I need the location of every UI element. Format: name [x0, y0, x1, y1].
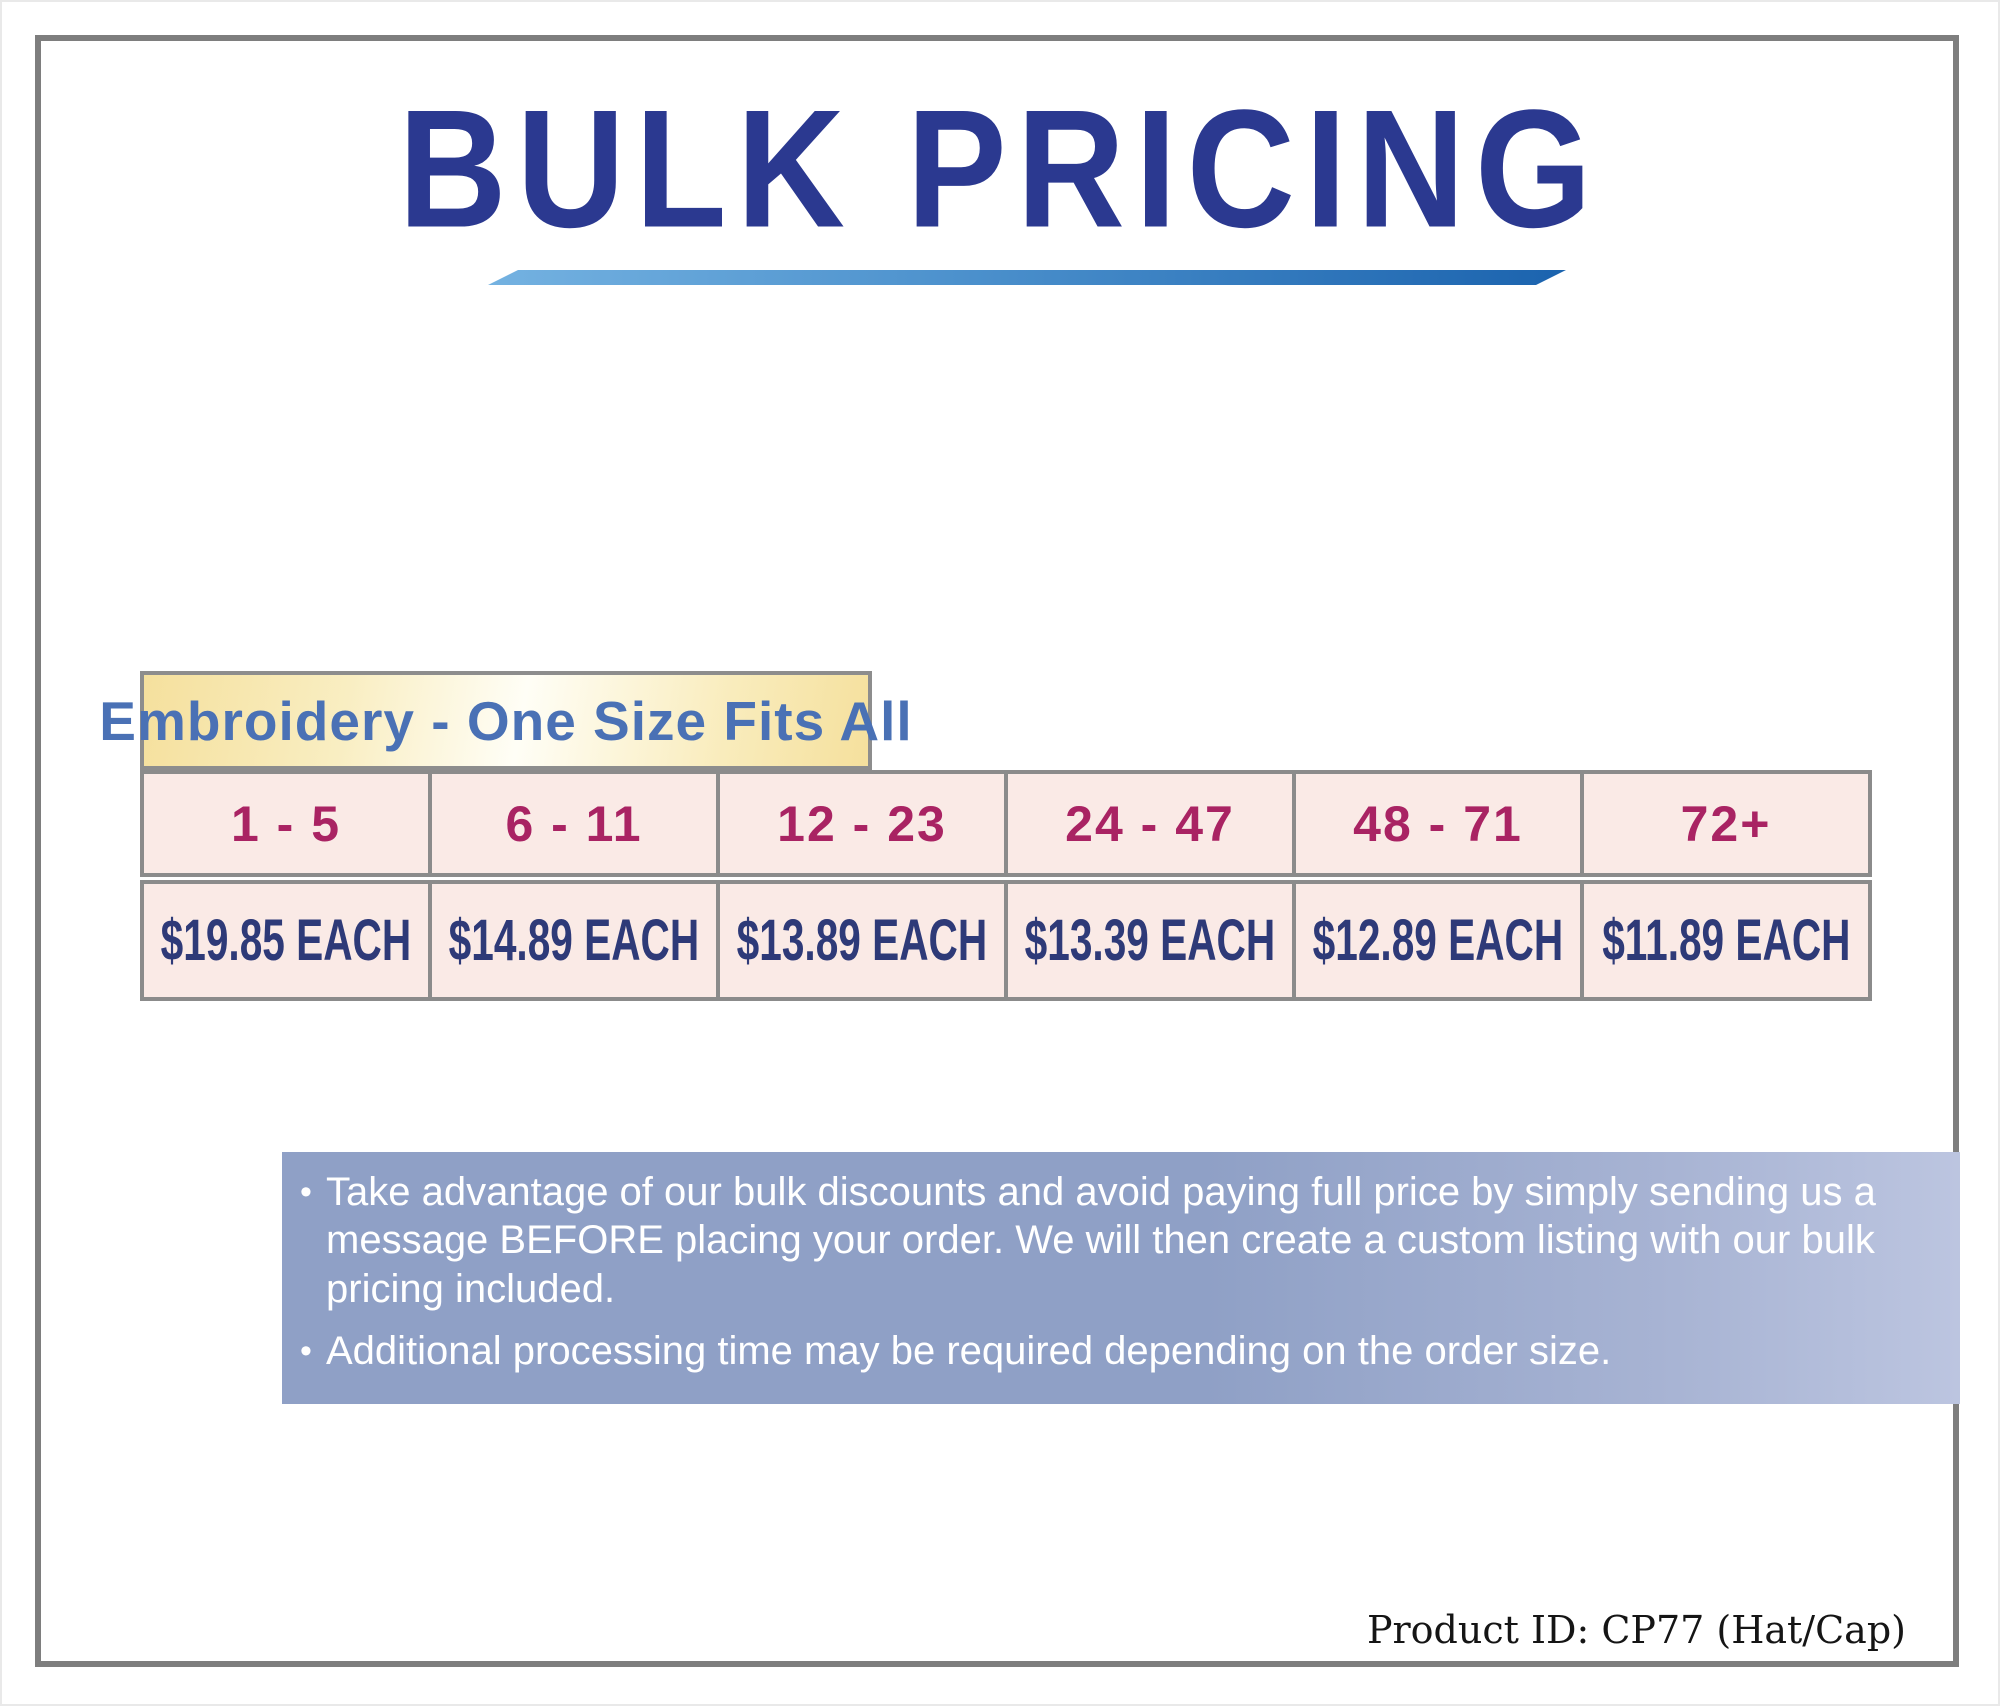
unit-price: $11.89 EACH — [1601, 908, 1851, 973]
note-text: Additional processing time may be requir… — [326, 1329, 1612, 1374]
note-item: • Additional processing time may be requ… — [300, 1327, 1938, 1375]
unit-price: $14.89 EACH — [448, 908, 700, 973]
bulk-discount-notes: • Take advantage of our bulk discounts a… — [282, 1152, 1960, 1404]
price-row: $19.85 EACH $14.89 EACH $13.89 EACH $13.… — [140, 880, 1872, 1001]
price-cell: $12.89 EACH — [1292, 880, 1584, 1001]
note-item: • Take advantage of our bulk discounts a… — [300, 1168, 1938, 1313]
quantity-range: 48 - 71 — [1353, 795, 1523, 852]
quantity-cell: 1 - 5 — [140, 770, 432, 877]
unit-price: $12.89 EACH — [1312, 908, 1564, 973]
price-cell: $14.89 EACH — [428, 880, 720, 1001]
quantity-range: 6 - 11 — [505, 795, 643, 852]
quantity-cell: 12 - 23 — [716, 770, 1008, 877]
pricing-table-header-label: Embroidery - One Size Fits All — [99, 689, 913, 752]
quantity-cell: 24 - 47 — [1004, 770, 1296, 877]
quantity-range: 12 - 23 — [777, 795, 947, 852]
quantity-range: 24 - 47 — [1065, 795, 1235, 852]
unit-price: $13.39 EACH — [1024, 908, 1276, 973]
pricing-table-header: Embroidery - One Size Fits All — [99, 671, 912, 770]
bullet-icon: • — [300, 1173, 312, 1211]
quantity-cell: 72+ — [1580, 770, 1872, 877]
product-id-label: Product ID: CP77 (Hat/Cap) — [1366, 1608, 1906, 1652]
quantity-row: 1 - 5 6 - 11 12 - 23 24 - 47 48 - 71 72+ — [140, 770, 1872, 877]
unit-price: $19.85 EACH — [160, 908, 412, 973]
note-text: Take advantage of our bulk discounts and… — [326, 1170, 1876, 1311]
price-cell: $13.89 EACH — [716, 880, 1008, 1001]
quantity-range: 1 - 5 — [230, 795, 342, 852]
quantity-range: 72+ — [1680, 795, 1772, 852]
price-cell: $13.39 EACH — [1004, 880, 1296, 1001]
page-title: BULK PRICING — [398, 74, 1602, 263]
unit-price: $13.89 EACH — [736, 908, 988, 973]
title-underline-accent — [488, 270, 1566, 285]
price-cell: $11.89 EACH — [1580, 880, 1872, 1001]
price-cell: $19.85 EACH — [140, 880, 432, 1001]
bullet-icon: • — [300, 1332, 312, 1371]
quantity-cell: 6 - 11 — [428, 770, 720, 877]
quantity-cell: 48 - 71 — [1292, 770, 1584, 877]
